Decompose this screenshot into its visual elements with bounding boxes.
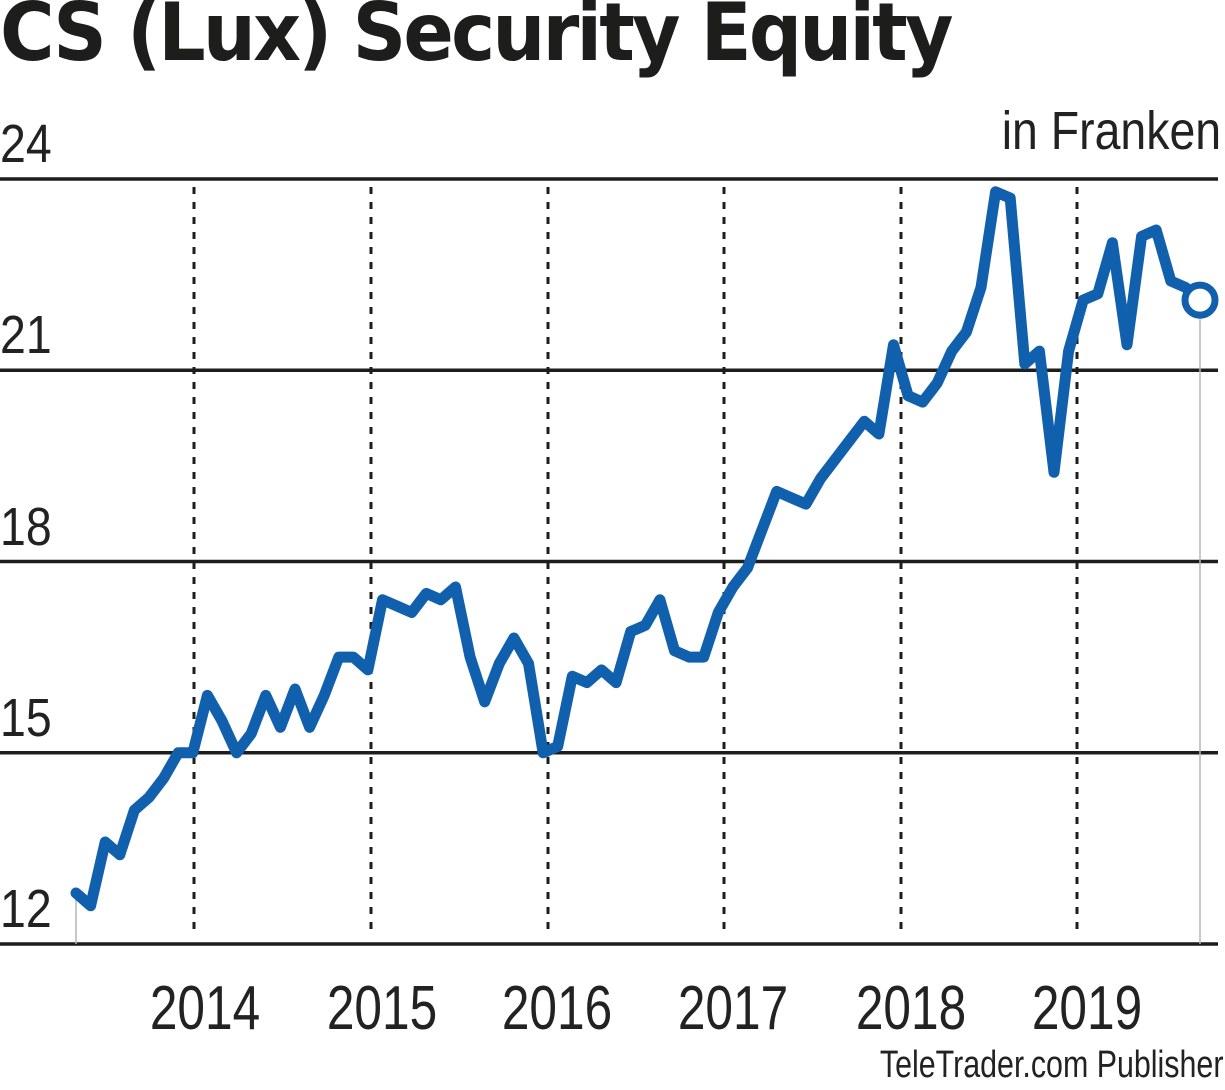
y-tick-label: 12 bbox=[0, 879, 52, 939]
source-credit: TeleTrader.com Publisher bbox=[879, 1044, 1223, 1086]
y-tick-label: 24 bbox=[0, 114, 52, 174]
y-tick-label: 18 bbox=[0, 496, 52, 557]
y-tick-label: 21 bbox=[0, 305, 52, 366]
chart-title: CS (Lux) Security Equity bbox=[0, 0, 953, 79]
y-tick-label: 15 bbox=[0, 687, 52, 748]
unit-label: in Franken bbox=[1001, 101, 1221, 161]
last-value-marker-icon bbox=[1181, 281, 1219, 319]
x-tick-label: 2019 bbox=[1031, 974, 1143, 1043]
price-series bbox=[70, 186, 1219, 944]
x-tick-label: 2017 bbox=[677, 974, 789, 1043]
x-tick-label: 2016 bbox=[501, 974, 613, 1043]
x-tick-label: 2014 bbox=[149, 974, 261, 1043]
price-line bbox=[70, 186, 1206, 912]
x-tick-label: 2018 bbox=[855, 974, 967, 1043]
x-tick-label: 2015 bbox=[326, 974, 438, 1043]
horizontal-gridlines bbox=[0, 177, 1218, 946]
year-divider-lines bbox=[192, 187, 1079, 930]
